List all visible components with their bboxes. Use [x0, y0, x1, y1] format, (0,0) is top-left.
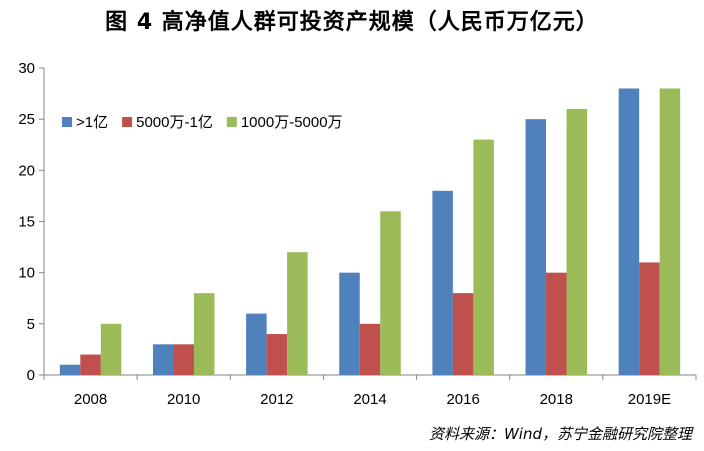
legend-label-2: 1000万-5000万 [241, 114, 343, 131]
x-tick-label: 2016 [446, 391, 479, 408]
bar-2018-series-2 [566, 108, 588, 375]
bar-2014-series-1 [359, 323, 381, 375]
x-tick-label: 2010 [167, 391, 200, 408]
y-tick-label: 15 [18, 214, 35, 231]
bar-2019E-series-2 [659, 88, 681, 375]
bar-2019E-series-0 [618, 88, 640, 375]
x-tick-label: 2012 [260, 391, 293, 408]
bar-2008-series-0 [59, 364, 81, 375]
bar-2018-series-1 [546, 272, 567, 375]
chart-bars [59, 88, 681, 376]
bar-2010-series-0 [152, 344, 174, 375]
chart-legend: >1亿 5000万-1亿 1000万-5000万 [62, 114, 343, 131]
bar-2010-series-2 [193, 293, 215, 375]
source-note: 资料来源：Wind，苏宁金融研究院整理 [428, 425, 692, 443]
legend-swatch-2 [226, 117, 237, 127]
y-tick-label: 5 [27, 316, 35, 333]
bar-2014-series-0 [339, 272, 360, 375]
bar-2016-series-0 [432, 190, 453, 375]
legend-label-0: >1亿 [76, 114, 108, 131]
y-tick-label: 25 [18, 111, 35, 128]
bar-2019E-series-1 [639, 262, 660, 375]
x-tick-label: 2014 [353, 391, 386, 408]
y-tick-label: 10 [18, 265, 35, 282]
y-tick-label: 0 [27, 367, 35, 384]
bar-2016-series-2 [473, 139, 494, 375]
x-tick-label: 2008 [74, 391, 107, 408]
bar-2010-series-1 [173, 344, 194, 375]
bar-2008-series-1 [80, 354, 101, 375]
bar-2012-series-1 [266, 334, 288, 375]
x-tick-labels: 2008 2010 2012 2014 2016 2018 2019E [74, 391, 671, 408]
legend-swatch-0 [62, 117, 72, 127]
y-tick-label: 30 [18, 60, 35, 77]
bar-2008-series-2 [100, 323, 122, 375]
chart-title: 图 4 高净值人群可投资产规模（人民币万亿元） [105, 10, 599, 35]
bar-2016-series-1 [452, 293, 474, 375]
bar-2014-series-2 [380, 211, 401, 375]
x-tick-label: 2019E [628, 391, 671, 408]
bar-2012-series-0 [246, 313, 267, 375]
bar-2012-series-2 [287, 252, 308, 375]
x-tick-label: 2018 [540, 391, 573, 408]
y-tick-label: 20 [18, 162, 35, 179]
legend-swatch-1 [122, 117, 133, 127]
y-tick-labels: 0 5 10 15 20 25 30 [18, 60, 35, 384]
legend-label-1: 5000万-1亿 [136, 114, 213, 131]
bar-2018-series-0 [525, 119, 547, 376]
